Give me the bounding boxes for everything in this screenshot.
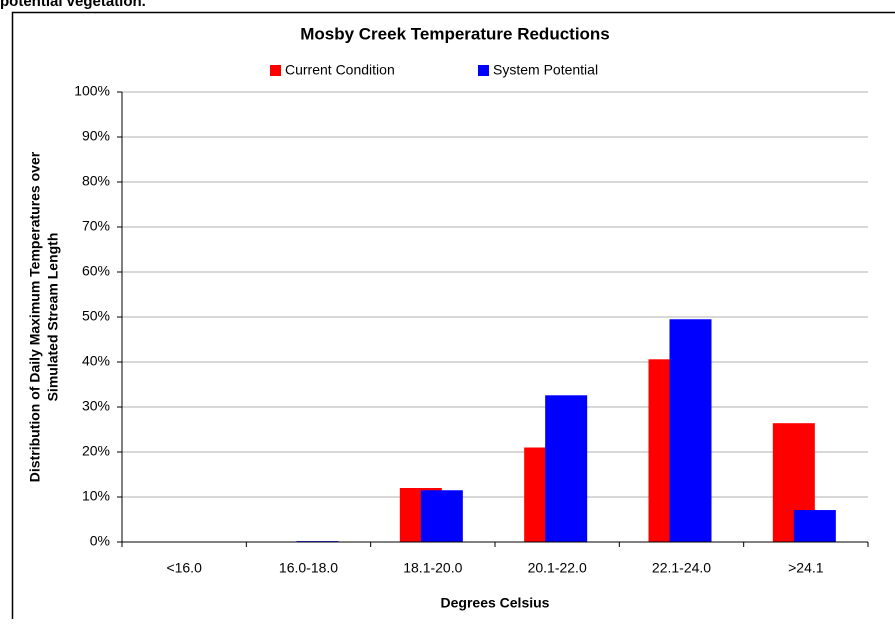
bar (670, 319, 712, 542)
y-tick-label: 20% (82, 443, 110, 459)
x-tick-label: 16.0-18.0 (279, 560, 338, 576)
x-tick-label: 20.1-22.0 (528, 560, 587, 576)
y-tick-label: 90% (82, 128, 110, 144)
x-axis-title: Degrees Celsius (441, 595, 550, 611)
bar (545, 395, 587, 542)
x-tick-label: 18.1-20.0 (403, 560, 462, 576)
y-tick-label: 100% (74, 83, 110, 99)
y-tick-label: 40% (82, 353, 110, 369)
bar (794, 510, 836, 542)
legend-swatch (270, 65, 281, 76)
bar (421, 490, 463, 542)
x-tick-label: <16.0 (166, 560, 202, 576)
y-axis-title-line: Simulated Stream Length (45, 233, 61, 402)
y-tick-label: 10% (82, 488, 110, 504)
legend-swatch (478, 65, 489, 76)
y-axis-title-line: Distribution of Daily Maximum Temperatur… (27, 151, 43, 482)
x-tick-label: 22.1-24.0 (652, 560, 711, 576)
y-tick-label: 80% (82, 173, 110, 189)
y-tick-label: 60% (82, 263, 110, 279)
legend-label: Current Condition (285, 62, 395, 78)
y-axis-title: Distribution of Daily Maximum Temperatur… (27, 151, 61, 482)
chart-title: Mosby Creek Temperature Reductions (300, 24, 610, 43)
y-tick-label: 50% (82, 308, 110, 324)
caption: potential vegetation. (0, 0, 146, 10)
legend-label: System Potential (493, 62, 598, 78)
y-tick-label: 0% (90, 533, 110, 549)
x-tick-label: >24.1 (788, 560, 824, 576)
y-tick-label: 30% (82, 398, 110, 414)
y-tick-label: 70% (82, 218, 110, 234)
